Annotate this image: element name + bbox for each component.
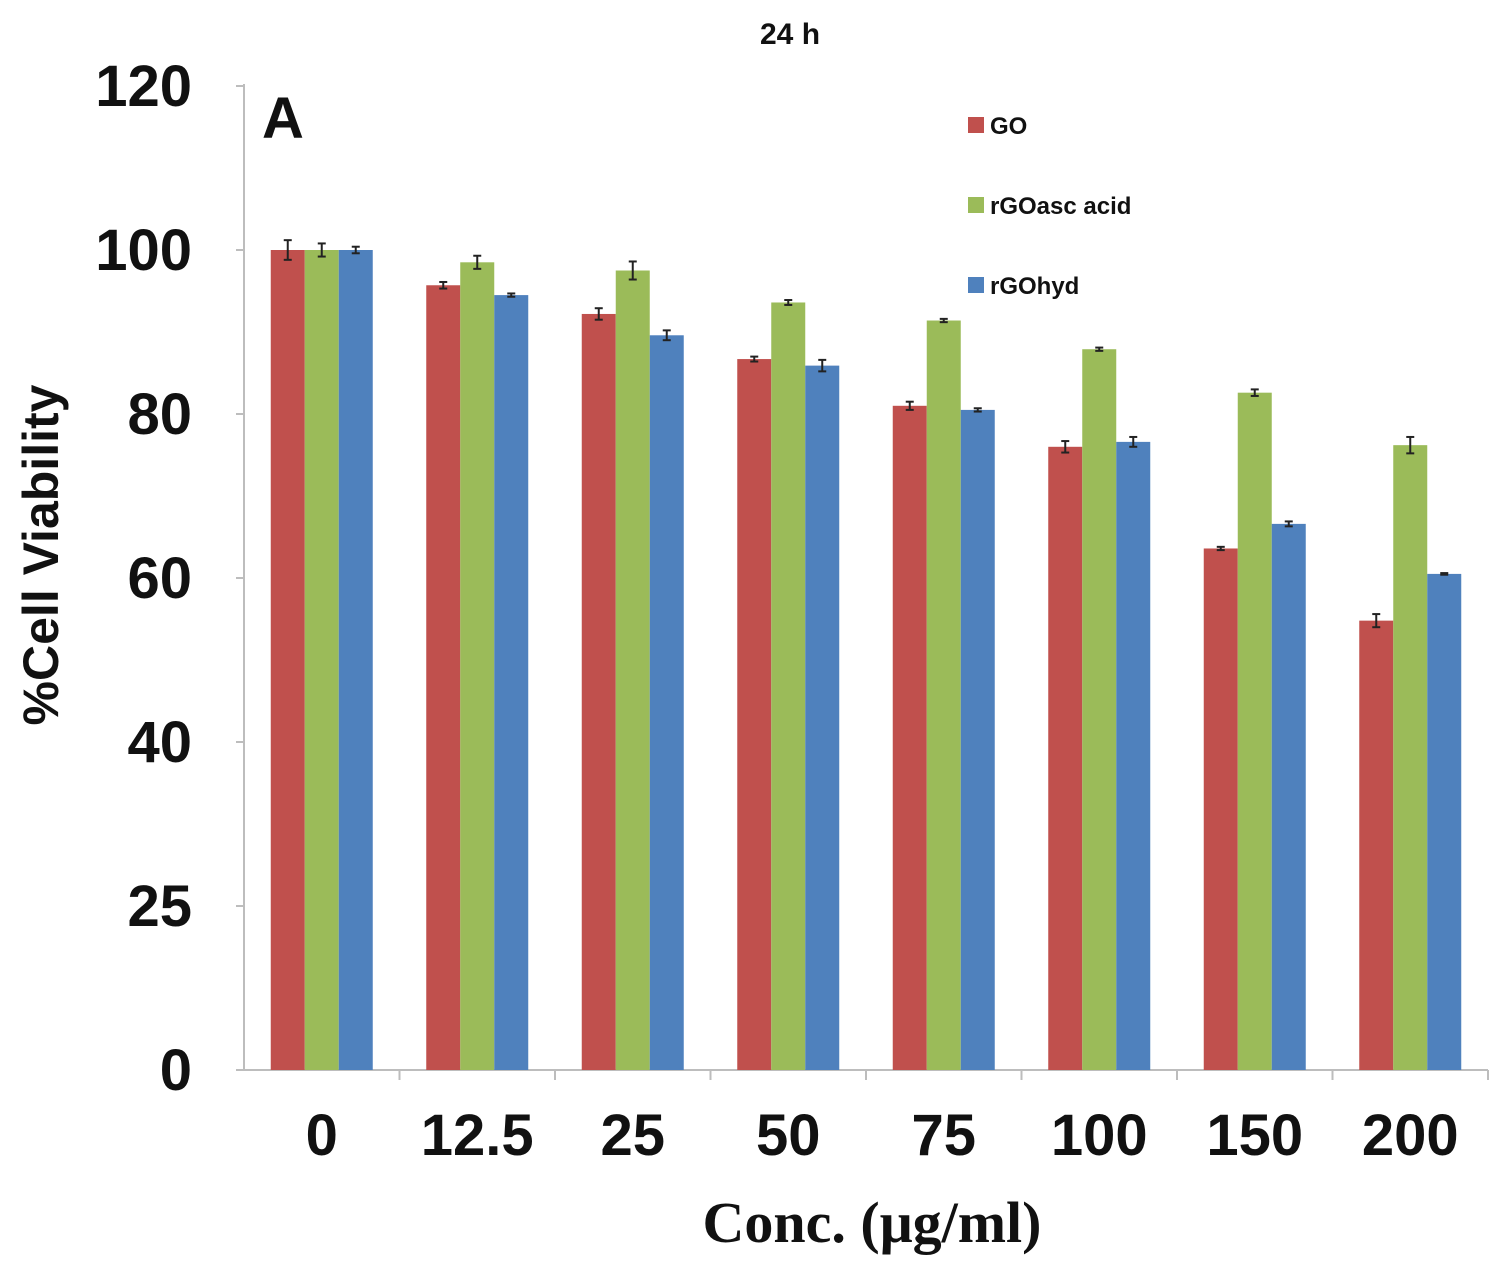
y-tick-label: 40	[127, 710, 192, 775]
y-axis-label: %Cell Viability	[13, 384, 69, 725]
bar	[1203, 548, 1238, 1070]
bar	[615, 270, 650, 1070]
bar	[338, 250, 373, 1070]
legend-label: GO	[990, 113, 1027, 140]
bar	[737, 359, 772, 1070]
bar	[892, 405, 927, 1070]
x-ticks: 0 12.5 25 50 75 100 150 200	[306, 1070, 1489, 1168]
bar	[926, 320, 961, 1070]
panel-label: A	[262, 86, 304, 151]
bar	[1237, 392, 1272, 1070]
legend-swatch	[968, 277, 984, 293]
bar	[1271, 523, 1306, 1070]
bar	[1427, 573, 1462, 1070]
bar	[649, 335, 684, 1070]
legend-swatch	[968, 117, 984, 133]
y-tick-label: 0	[160, 1038, 192, 1103]
x-tick-label: 150	[1206, 1103, 1303, 1168]
x-tick-label: 200	[1362, 1103, 1459, 1168]
x-tick-label: 75	[911, 1103, 976, 1168]
legend: GO rGOasc acid rGOhyd	[968, 113, 1131, 300]
bars	[270, 239, 1462, 1071]
bar	[1359, 620, 1394, 1070]
y-tick-label: 60	[127, 546, 192, 611]
bar	[581, 313, 616, 1071]
bar	[494, 295, 529, 1071]
bar	[805, 365, 840, 1070]
y-tick-label: 100	[95, 218, 192, 283]
bar	[460, 262, 495, 1070]
y-tick-label: 120	[95, 54, 192, 119]
chart-title: 24 h	[760, 18, 820, 51]
x-axis-label: Conc. (μg/ml)	[703, 1190, 1042, 1255]
x-tick-label: 25	[600, 1103, 665, 1168]
x-tick-label: 12.5	[421, 1103, 534, 1168]
legend-swatch	[968, 197, 984, 213]
bar	[771, 302, 806, 1071]
bar	[960, 409, 995, 1070]
bar	[1116, 441, 1151, 1070]
bar	[304, 250, 339, 1070]
y-tick-label: 80	[127, 382, 192, 447]
legend-label: rGOhyd	[990, 273, 1079, 300]
y-ticks: 0 25 40 60 80 100 120	[95, 54, 244, 1103]
bar	[270, 250, 305, 1070]
x-tick-label: 50	[756, 1103, 821, 1168]
x-tick-label: 100	[1051, 1103, 1148, 1168]
bar	[1048, 446, 1083, 1070]
bar	[1393, 445, 1428, 1070]
x-tick-label: 0	[306, 1103, 338, 1168]
legend-label: rGOasc acid	[990, 193, 1131, 220]
bar	[426, 285, 461, 1070]
bar	[1082, 349, 1117, 1071]
y-tick-label: 25	[127, 874, 192, 939]
